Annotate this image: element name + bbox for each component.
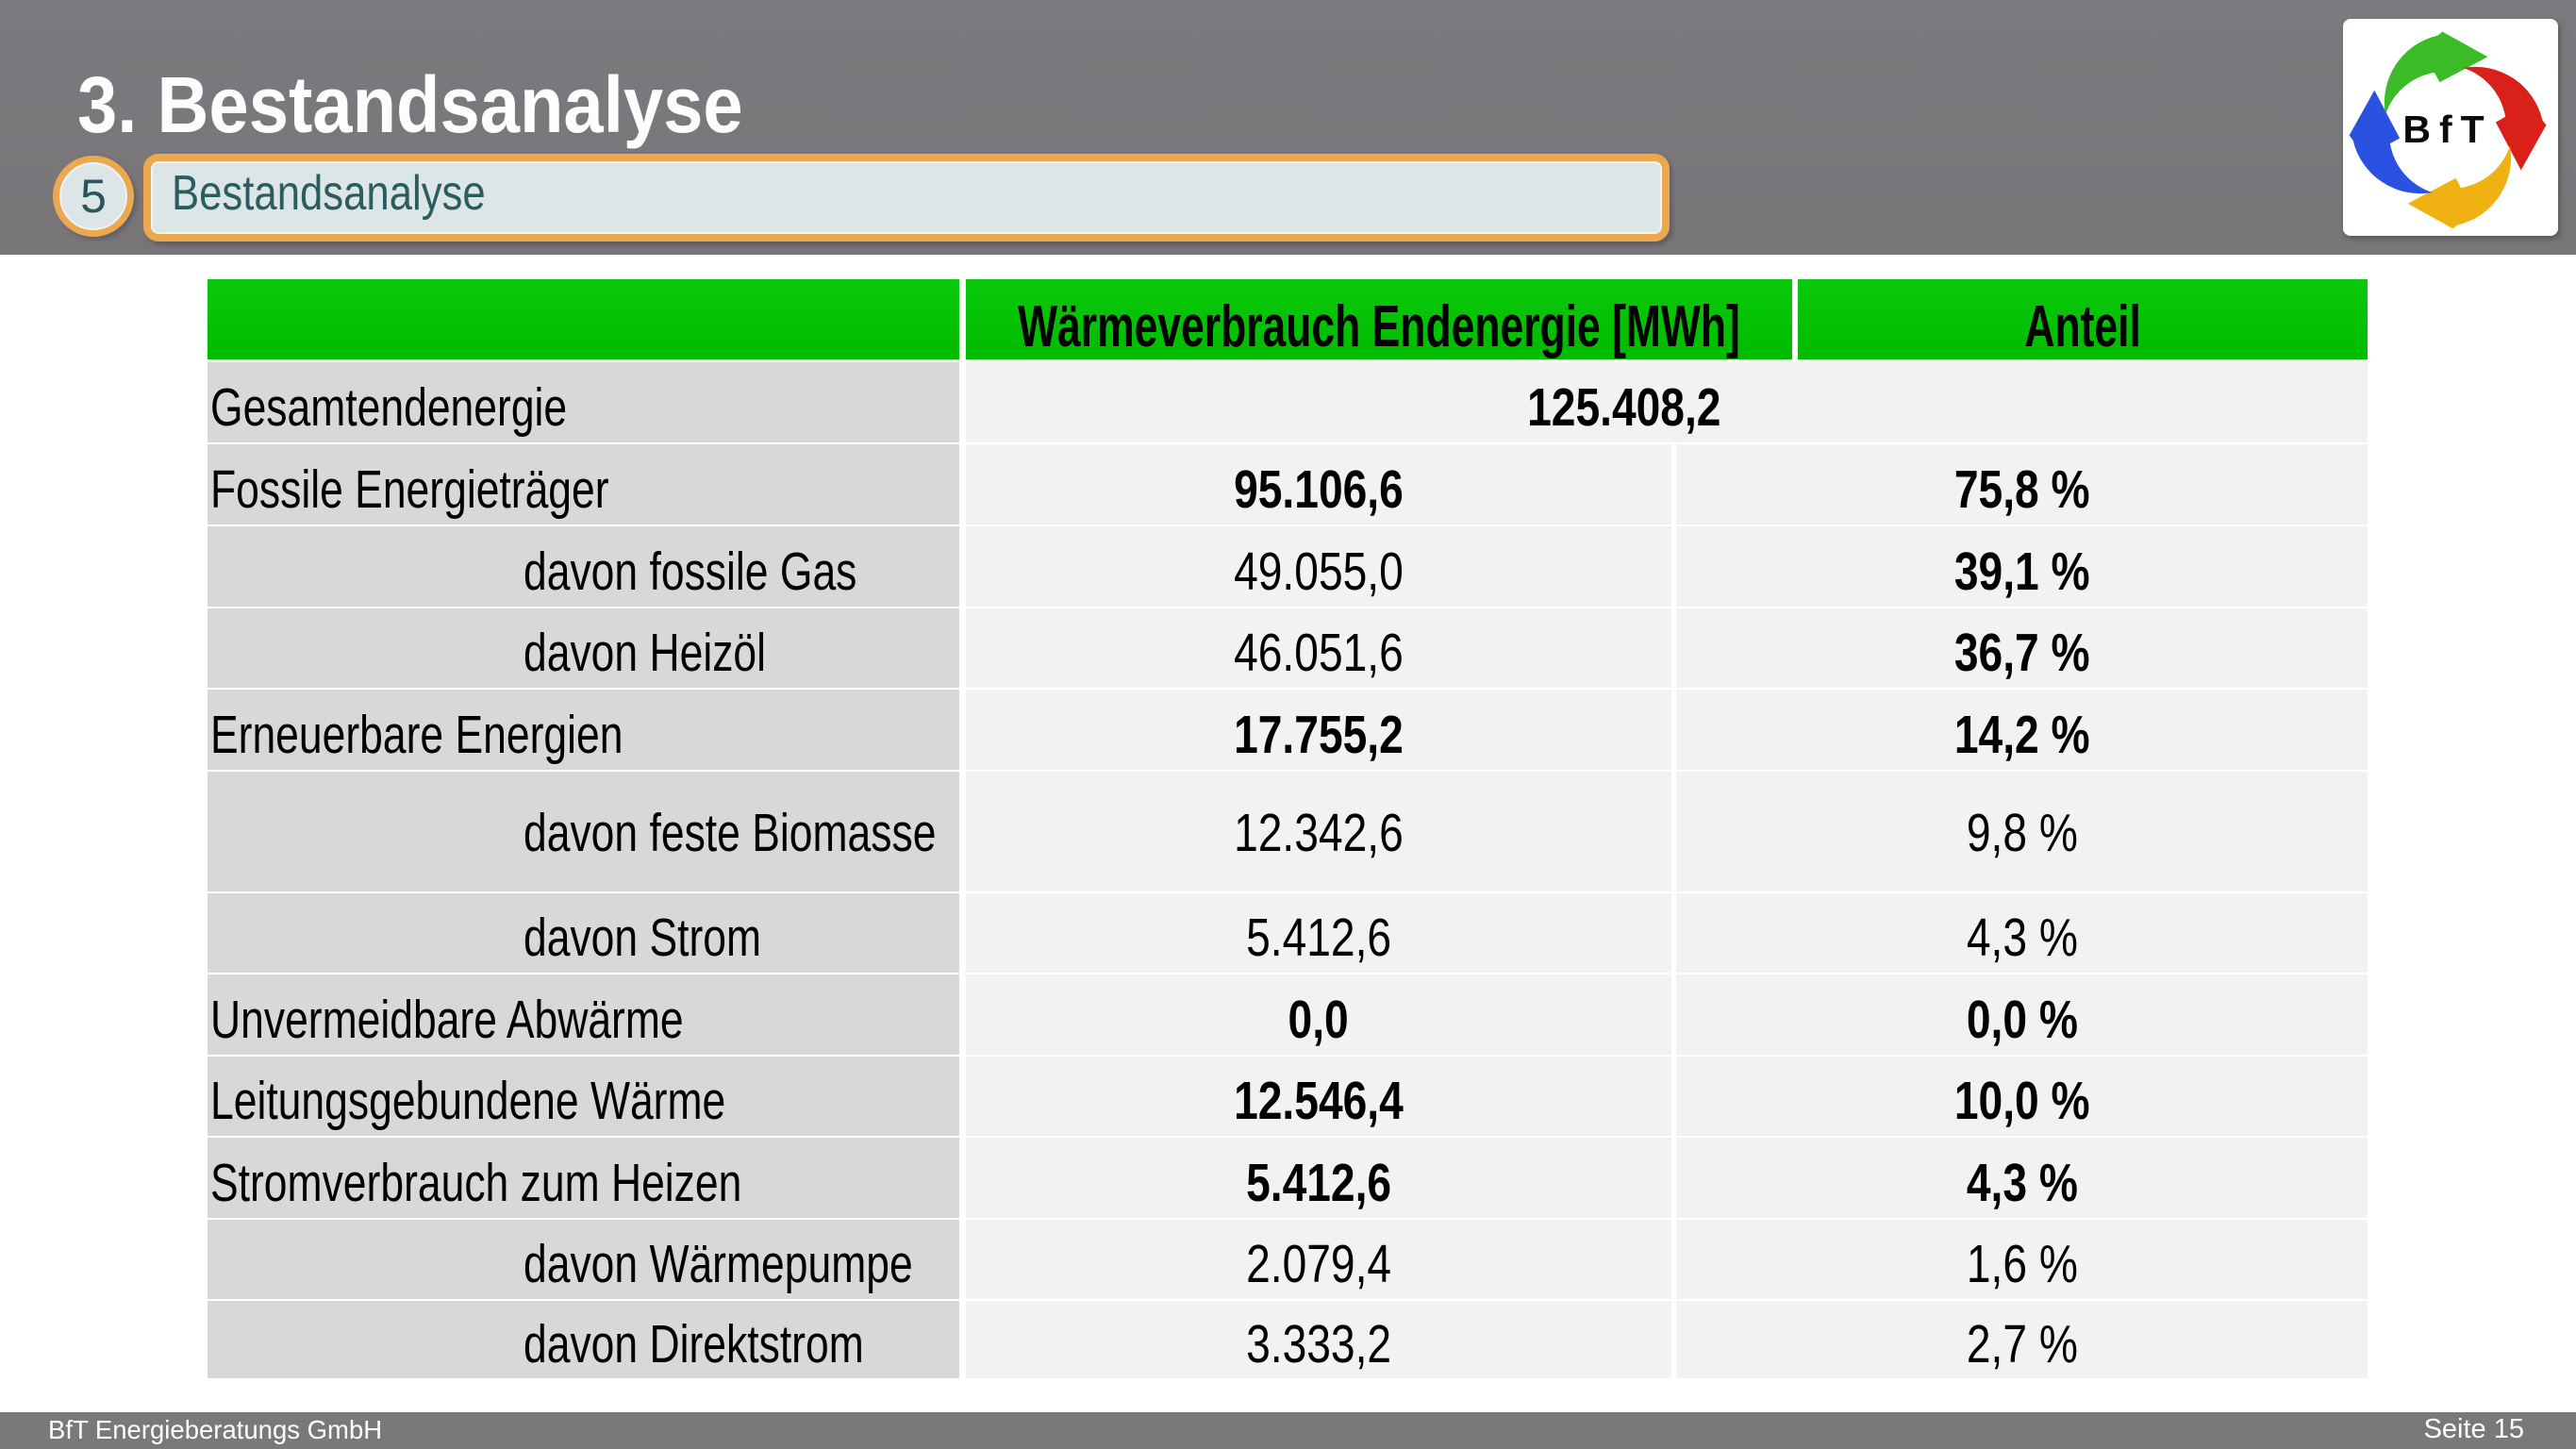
- svg-text:BfT: BfT: [2402, 108, 2492, 151]
